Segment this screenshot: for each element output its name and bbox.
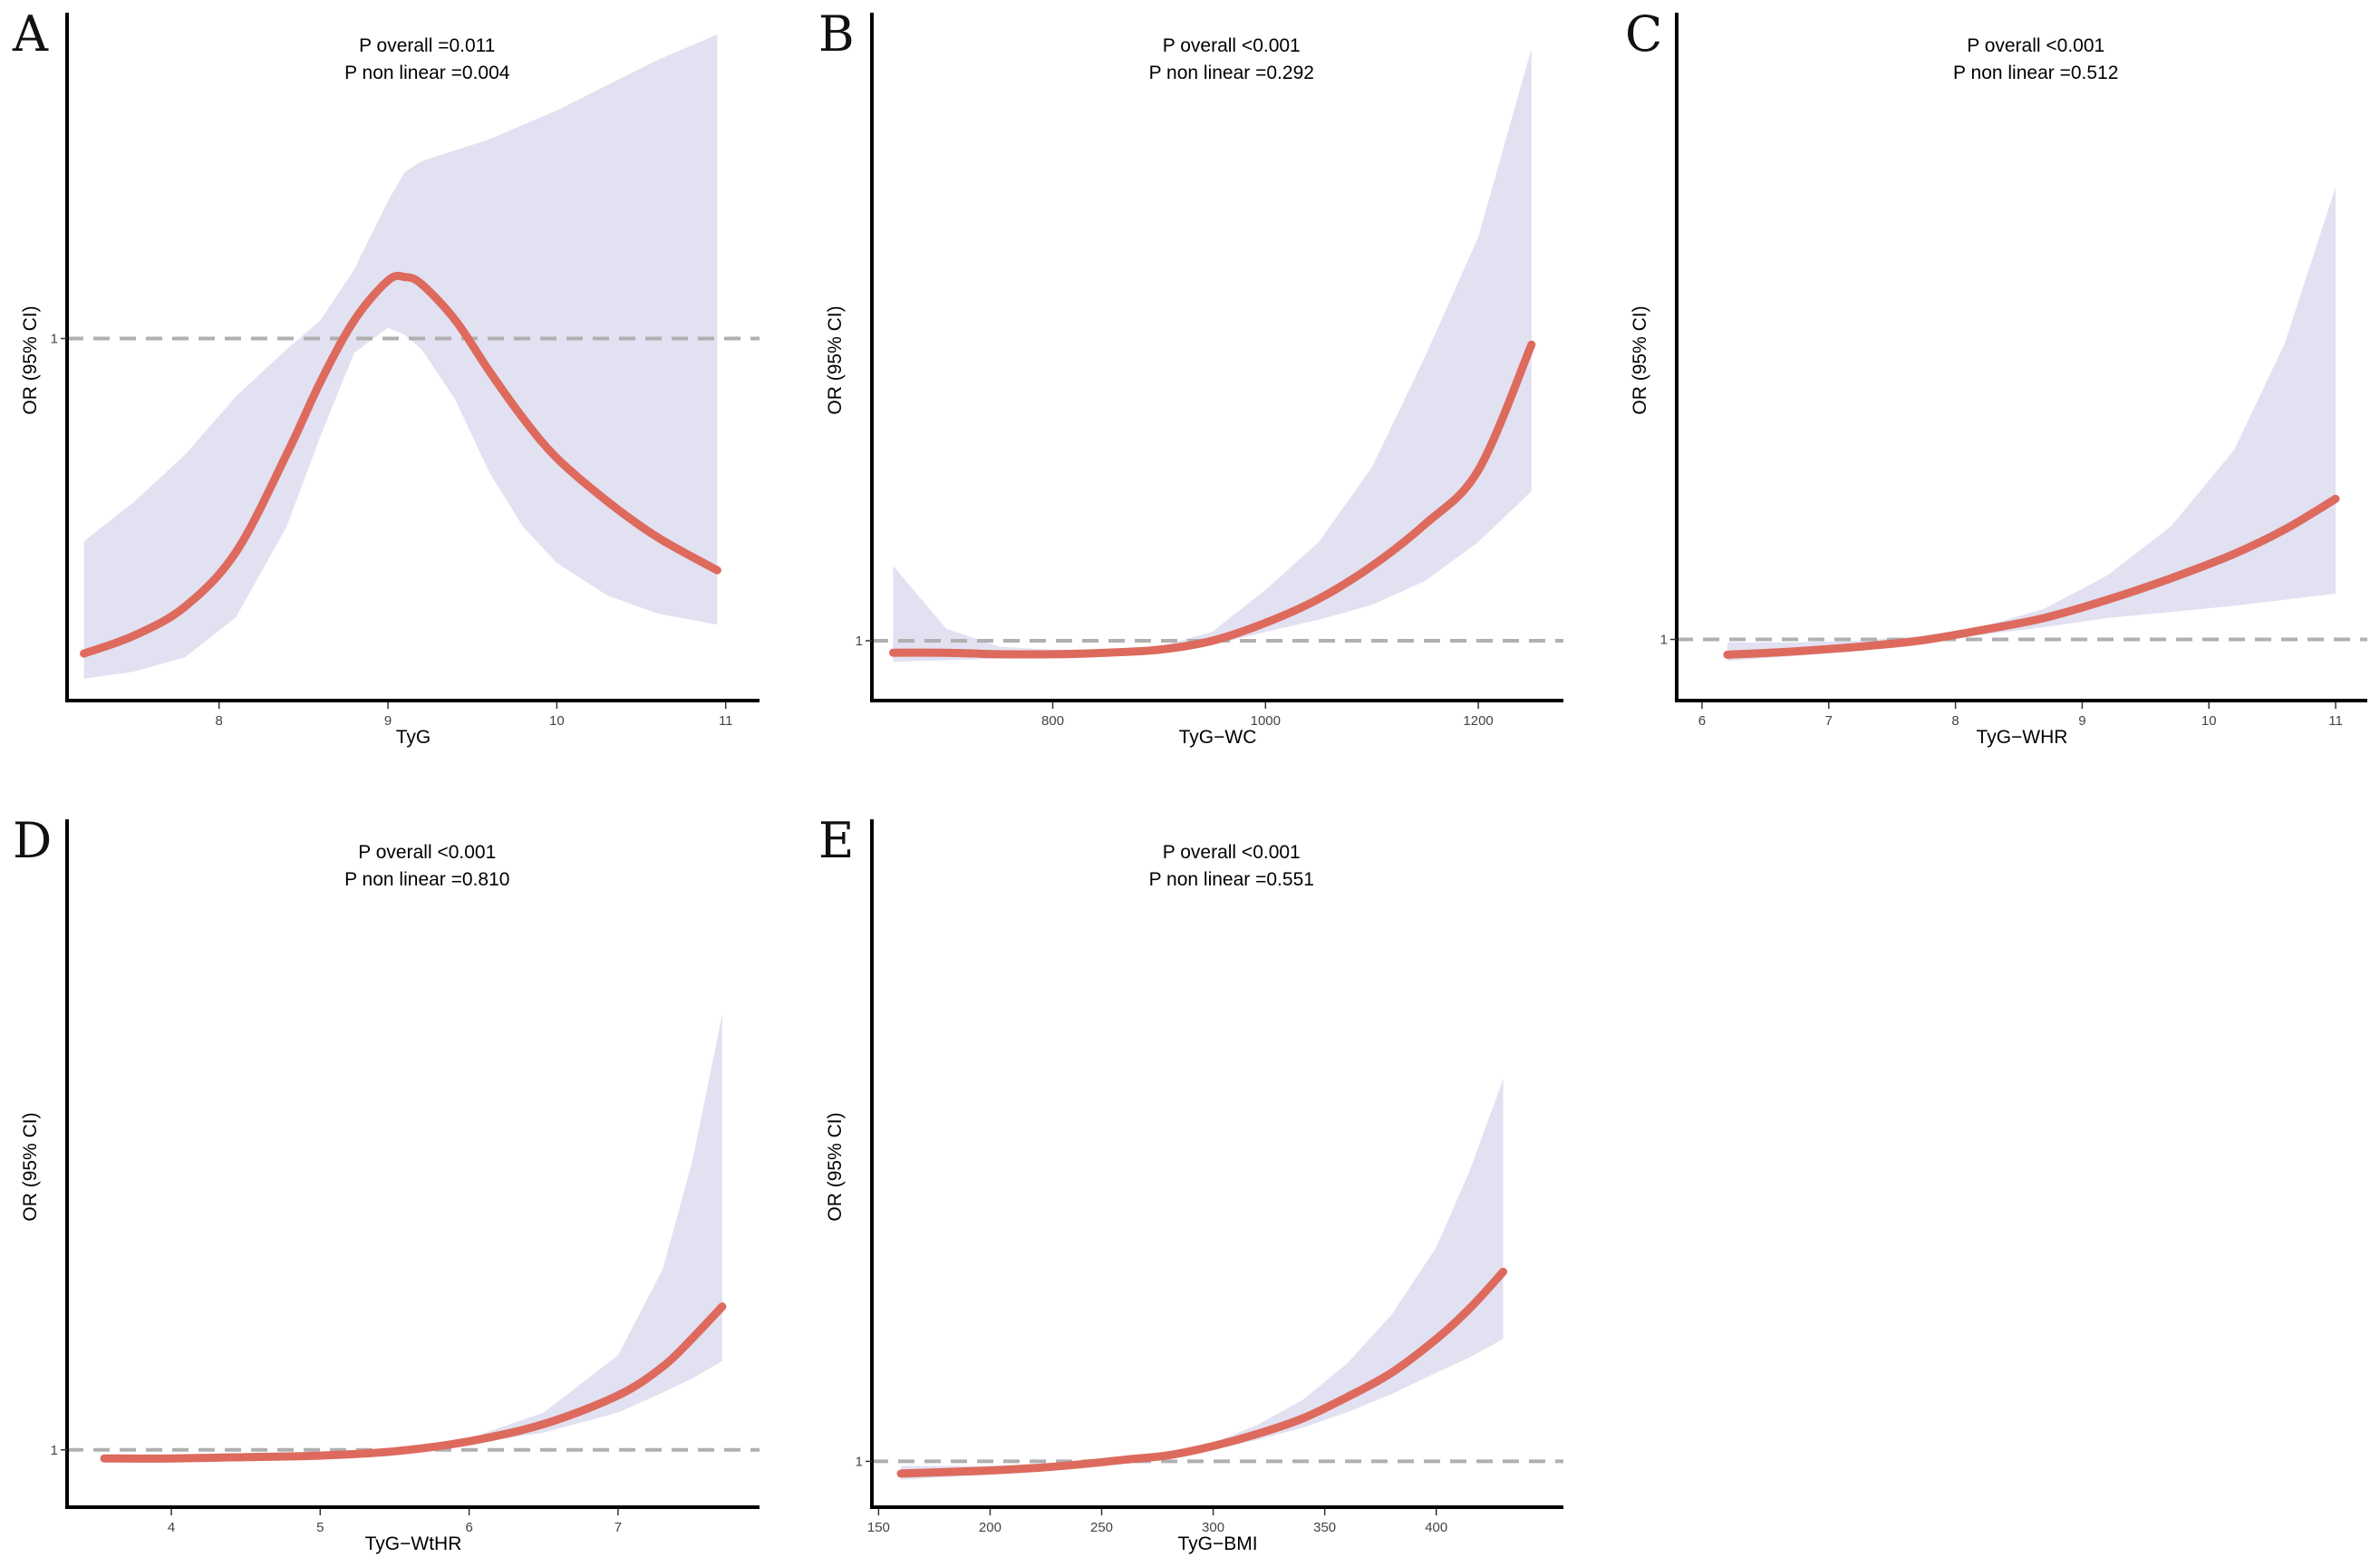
x-tick-label: 4 [168, 1520, 175, 1535]
x-tick-label: 300 [1202, 1520, 1224, 1535]
ci-band [83, 34, 718, 679]
y-tick-label: 1 [1660, 633, 1668, 648]
x-axis-title: TyG−WHR [1977, 727, 2068, 748]
or-curve [896, 1267, 1507, 1478]
panel-label: A [12, 5, 49, 63]
or-curve [1723, 494, 2340, 659]
ci-band [901, 1079, 1504, 1480]
y-tick-label: 1 [51, 332, 58, 347]
p-value-annotation: P non linear =0.810 [344, 869, 509, 890]
x-tick-label: 250 [1090, 1520, 1113, 1535]
p-value-annotation: P overall =0.011 [359, 35, 495, 56]
x-tick-label: 9 [2078, 713, 2085, 729]
x-tick-label: 6 [1698, 713, 1706, 729]
p-value-annotation: P non linear =0.004 [344, 63, 510, 83]
panel-label: B [818, 5, 855, 63]
x-tick-label: 1200 [1463, 713, 1493, 729]
panel-label: D [13, 812, 52, 869]
x-axis-title: TyG−WtHR [365, 1533, 462, 1554]
p-value-annotation: P overall <0.001 [358, 842, 496, 863]
panel-e: 150 200 250 300 350 400 1 TyG−BMI OR (95% CI) E P … [818, 812, 1563, 1554]
p-value-annotation: P non linear =0.551 [1149, 869, 1314, 890]
or-curve [100, 1302, 727, 1463]
x-tick-label: 350 [1313, 1520, 1336, 1535]
x-tick-label: 9 [384, 713, 392, 729]
panel-d: 4 5 6 7 1 TyG−WtHR OR (95% CI) D P overall <0.00… [13, 812, 759, 1554]
panel-label: E [818, 812, 854, 869]
x-tick-label: 1000 [1251, 713, 1281, 729]
x-tick-label: 8 [216, 713, 223, 729]
y-tick-label: 1 [856, 634, 863, 649]
x-tick-label: 400 [1425, 1520, 1447, 1535]
p-value-annotation: P overall <0.001 [1163, 35, 1301, 56]
y-axis-title: OR (95% CI) [825, 1112, 846, 1221]
x-axis-title: TyG−WC [1179, 727, 1257, 748]
panel-label: C [1625, 5, 1662, 63]
x-axis-title: TyG−BMI [1177, 1533, 1257, 1554]
x-tick-label: 8 [1951, 713, 1959, 729]
x-tick-label: 7 [1825, 713, 1833, 729]
y-axis-title: OR (95% CI) [20, 305, 41, 414]
or-curve [889, 340, 1536, 659]
y-tick-label: 1 [856, 1454, 863, 1469]
y-tick-label: 1 [51, 1443, 58, 1458]
ci-band [893, 48, 1532, 663]
x-tick-label: 150 [867, 1520, 890, 1535]
x-axis-title: TyG [396, 727, 431, 748]
p-value-annotation: P overall <0.001 [1967, 35, 2104, 56]
x-tick-label: 7 [614, 1520, 622, 1535]
y-axis-title: OR (95% CI) [1630, 305, 1650, 414]
x-tick-label: 800 [1041, 713, 1064, 729]
x-tick-label: 5 [316, 1520, 324, 1535]
x-tick-label: 11 [719, 713, 733, 729]
x-tick-label: 200 [979, 1520, 1001, 1535]
x-tick-label: 6 [465, 1520, 472, 1535]
y-axis-title: OR (95% CI) [20, 1112, 41, 1221]
panel-b: 800 1000 1200 1 TyG−WC OR (95% CI) B P overall … [818, 5, 1563, 748]
y-axis-title: OR (95% CI) [825, 305, 846, 414]
p-value-annotation: P non linear =0.292 [1149, 63, 1314, 83]
or-curve [80, 271, 721, 658]
ci-band [1727, 187, 2336, 662]
x-tick-label: 11 [2328, 713, 2343, 729]
p-value-annotation: P non linear =0.512 [1953, 63, 2118, 83]
x-tick-label: 10 [2201, 713, 2217, 729]
x-tick-label: 10 [549, 713, 565, 729]
p-value-annotation: P overall <0.001 [1163, 842, 1301, 863]
